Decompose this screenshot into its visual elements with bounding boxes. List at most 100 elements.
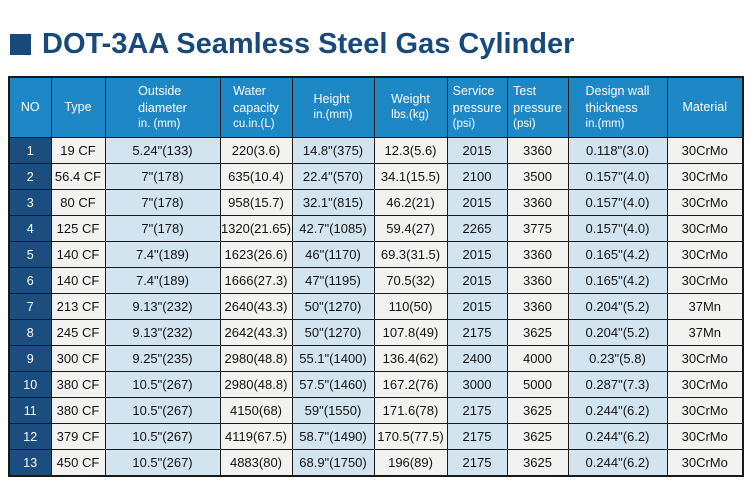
header-cell-no: NO [8,76,52,138]
header-label-line: Outside [138,83,182,98]
header-cell-weight: Weight lbs.(kg) [373,76,448,138]
header-label-block: NO [21,99,40,116]
cell-test: 3775 [506,215,569,242]
cell-test: 3360 [506,293,569,320]
header-label-line: lbs.(kg) [391,109,429,122]
cell-height: 57.5"(1460) [291,371,375,398]
cell-height: 58.7"(1490) [291,423,375,450]
header-label-line: Water [233,83,266,98]
cell-capacity: 2640(43.3) [219,293,293,320]
cell-material: 30CrMo [666,137,744,164]
cell-capacity: 1623(26.6) [219,241,293,268]
cell-no: 12 [8,423,52,450]
cell-wall: 0.244"(6.2) [567,449,668,477]
header-label-line: diameter [138,100,187,115]
cell-material: 30CrMo [666,189,744,216]
header-cell-wall: Design wall thickness in.(mm) [567,76,668,138]
header-cell-material: Material [666,76,744,138]
cell-wall: 0.157"(4.0) [567,189,668,216]
cell-type: 80 CF [50,189,106,216]
cell-service: 2400 [446,345,508,372]
cell-material: 30CrMo [666,163,744,190]
cell-wall: 0.165"(4.2) [567,267,668,294]
cell-no: 1 [8,137,52,164]
cell-type: 125 CF [50,215,106,242]
page-title-row: DOT-3AA Seamless Steel Gas Cylinder [10,25,750,63]
table-row: 13 450 CF 10.5"(267) 4883(80) 68.9"(1750) 196… [8,449,744,477]
cell-height: 59"(1550) [291,397,375,424]
cell-weight: 136.4(62) [373,345,448,372]
cell-weight: 107.8(49) [373,319,448,346]
title-bullet-icon [10,33,31,55]
cell-no: 5 [8,241,52,268]
cell-diameter: 7"(178) [104,189,221,216]
cell-wall: 0.157"(4.0) [567,215,668,242]
table-body: 1 19 CF 5.24"(133) 220(3.6) 14.8"(375) 12.3(5… [8,137,744,477]
cell-material: 30CrMo [666,423,744,450]
cell-capacity: 1666(27.3) [219,267,293,294]
header-label-line: (psi) [452,117,476,130]
cell-test: 3625 [506,319,569,346]
table-row: 9 300 CF 9.25"(235) 2980(48.8) 55.1"(1400) 13… [8,345,744,372]
cell-weight: 70.5(32) [373,267,448,294]
cell-no: 9 [8,345,52,372]
cell-test: 3500 [506,163,569,190]
cell-capacity: 220(3.6) [219,137,293,164]
cell-service: 2015 [446,137,508,164]
header-label-line: Service [452,83,495,98]
cell-weight: 167.2(76) [373,371,448,398]
header-cell-test: Test pressure (psi) [506,76,569,138]
header-label-block: Test pressure (psi) [513,83,562,132]
cell-test: 5000 [506,371,569,398]
cell-material: 37Mn [666,319,744,346]
cell-weight: 34.1(15.5) [373,163,448,190]
table-row: 7 213 CF 9.13"(232) 2640(43.3) 50"(1270) 110(… [8,293,744,320]
table-row: 8 245 CF 9.13"(232) 2642(43.3) 50"(1270) 107.… [8,319,744,346]
cell-service: 3000 [446,371,508,398]
cell-diameter: 10.5"(267) [104,371,221,398]
cell-wall: 0.157"(4.0) [567,163,668,190]
cell-type: 450 CF [50,449,106,477]
cell-material: 30CrMo [666,241,744,268]
cell-diameter: 7.4"(189) [104,241,221,268]
header-cell-height: Height in.(mm) [291,76,375,138]
table-row: 5 140 CF 7.4"(189) 1623(26.6) 46"(1170) 69.3(… [8,241,744,268]
cell-material: 30CrMo [666,267,744,294]
header-label-line: in.(mm) [585,117,625,130]
cell-capacity: 4883(80) [219,449,293,477]
header-cell-capacity: Water capacity cu.in.(L) [219,76,293,138]
cell-wall: 0.204"(5.2) [567,319,668,346]
cell-type: 245 CF [50,319,106,346]
cell-wall: 0.287"(7.3) [567,371,668,398]
cell-material: 30CrMo [666,215,744,242]
table-row: 4 125 CF 7"(178) 1320(21.65) 42.7"(1085) 59.4… [8,215,744,242]
cell-no: 4 [8,215,52,242]
cell-height: 68.9"(1750) [291,449,375,477]
cell-no: 13 [8,449,52,477]
cell-weight: 46.2(21) [373,189,448,216]
cell-height: 14.8"(375) [291,137,375,164]
header-label-line: (psi) [513,117,536,130]
table-row: 2 56.4 CF 7"(178) 635(10.4) 22.4"(570) 34.1(1… [8,163,744,190]
cell-diameter: 10.5"(267) [104,423,221,450]
cell-type: 56.4 CF [50,163,106,190]
header-label-block: Water capacity cu.in.(L) [233,83,279,132]
header-label-line: cu.in.(L) [233,117,275,130]
header-label-line: Height [313,92,350,107]
cell-type: 213 CF [50,293,106,320]
cell-weight: 12.3(5.6) [373,137,448,164]
cell-type: 379 CF [50,423,106,450]
cell-diameter: 7"(178) [104,215,221,242]
cell-service: 2015 [446,293,508,320]
table-row: 1 19 CF 5.24"(133) 220(3.6) 14.8"(375) 12.3(5… [8,137,744,164]
header-label-line: Type [64,100,92,115]
cell-weight: 59.4(27) [373,215,448,242]
cell-diameter: 10.5"(267) [104,449,221,477]
cell-type: 140 CF [50,267,106,294]
cell-capacity: 2980(48.8) [219,371,293,398]
cell-diameter: 7"(178) [104,163,221,190]
header-row: NO Type Outside diameter in. (mm) Water capaci… [8,76,744,138]
cell-type: 380 CF [50,371,106,398]
header-label-line: Material [682,100,727,115]
cell-wall: 0.165"(4.2) [567,241,668,268]
